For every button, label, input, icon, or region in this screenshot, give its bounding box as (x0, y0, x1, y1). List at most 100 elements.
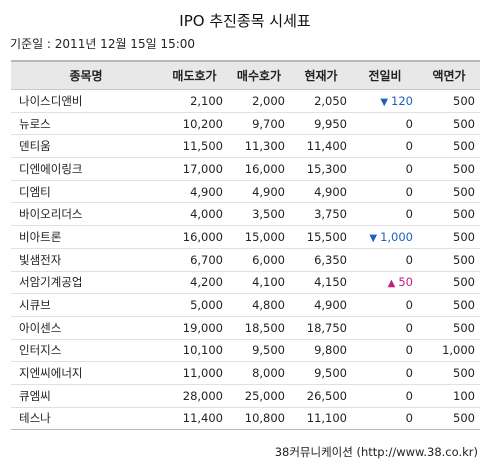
stock-name: 아이센스 (11, 316, 161, 340)
price-change-value: 1,000 (380, 229, 413, 244)
price-change: 0 (352, 316, 418, 340)
price-change: 0 (352, 112, 418, 136)
table-header-row: 종목명 매도호가 매수호가 현재가 전일비 액면가 (11, 62, 480, 90)
current-price: 9,800 (290, 339, 352, 363)
stock-name: 빛샘전자 (11, 248, 161, 272)
table-row: 테스나 11,400 10,800 11,100 0 500 (11, 407, 480, 429)
price-change: ▼ 1,000 (352, 225, 418, 249)
table-row: 바이오리더스 4,000 3,500 3,750 0 500 (11, 202, 480, 227)
bid-price: 15,000 (228, 225, 290, 249)
bid-price: 16,000 (228, 157, 290, 181)
current-price: 26,500 (290, 384, 352, 408)
ipo-price-table: 종목명 매도호가 매수호가 현재가 전일비 액면가 나이스디앤비 2,100 2,0… (11, 62, 480, 429)
ask-price: 11,500 (161, 134, 228, 159)
current-price: 11,400 (290, 134, 352, 159)
bid-price: 4,800 (228, 293, 290, 317)
table-row: 큐엠씨 28,000 25,000 26,500 0 100 (11, 384, 480, 408)
par-value: 100 (418, 384, 480, 408)
table-row: 비아트론 16,000 15,000 15,500 ▼ 1,000 500 (11, 225, 480, 249)
ask-price: 10,200 (161, 112, 228, 136)
table-row: 디엠티 4,900 4,900 4,900 0 500 (11, 180, 480, 204)
col-header-price: 현재가 (290, 62, 352, 90)
ask-price: 11,000 (161, 361, 228, 385)
stock-name: 디엠티 (11, 180, 161, 204)
price-change: 0 (352, 202, 418, 227)
ask-price: 4,000 (161, 202, 228, 227)
down-triangle-icon: ▼ (380, 96, 389, 108)
stock-name: 디엔에이링크 (11, 157, 161, 181)
table-row: 시큐브 5,000 4,800 4,900 0 500 (11, 293, 480, 317)
price-change-value: 120 (391, 93, 413, 108)
stock-name: 서암기계공업 (11, 271, 161, 295)
stock-name: 인터지스 (11, 339, 161, 363)
bid-price: 8,000 (228, 361, 290, 385)
col-header-par: 액면가 (418, 62, 480, 90)
current-price: 15,500 (290, 225, 352, 249)
down-triangle-icon: ▼ (369, 232, 378, 244)
par-value: 500 (418, 89, 480, 113)
ask-price: 11,400 (182, 411, 223, 426)
stock-name: 지엔씨에너지 (11, 361, 161, 385)
table-row: 서암기계공업 4,200 4,100 4,150 ▲ 50 500 (11, 271, 480, 295)
table-row: 인터지스 10,100 9,500 9,800 0 1,000 (11, 339, 480, 363)
col-header-change: 전일비 (352, 62, 418, 90)
price-change: 0 (352, 157, 418, 181)
table-row: 디엔에이링크 17,000 16,000 15,300 0 500 (11, 157, 480, 181)
current-price: 18,750 (290, 316, 352, 340)
current-price: 15,300 (290, 157, 352, 181)
bid-price: 10,800 (244, 411, 285, 426)
current-price: 9,500 (290, 361, 352, 385)
table-row: 아이센스 19,000 18,500 18,750 0 500 (11, 316, 480, 340)
par-value: 500 (418, 293, 480, 317)
price-change: ▼ 120 (352, 89, 418, 113)
par-value: 500 (418, 112, 480, 136)
par-value: 500 (418, 202, 480, 227)
price-change: 0 (352, 384, 418, 408)
stock-name: 바이오리더스 (11, 202, 161, 227)
ask-price: 19,000 (161, 316, 228, 340)
stock-name: 비아트론 (11, 225, 161, 249)
col-header-bid: 매수호가 (228, 62, 290, 90)
price-change: 0 (352, 248, 418, 272)
page-title: IPO 추진종목 시세표 (179, 12, 311, 30)
par-value: 500 (418, 316, 480, 340)
current-price: 4,150 (290, 271, 352, 295)
ask-price: 5,000 (161, 293, 228, 317)
up-triangle-icon: ▲ (387, 278, 396, 290)
bid-price: 4,100 (228, 271, 290, 295)
col-header-name: 종목명 (11, 62, 161, 90)
bid-price: 3,500 (228, 202, 290, 227)
table-row: 덴티움 11,500 11,300 11,400 0 500 (11, 134, 480, 159)
par-value: 500 (418, 248, 480, 272)
stock-name: 덴티움 (11, 134, 161, 159)
current-price: 11,100 (306, 411, 347, 426)
par-value: 500 (418, 157, 480, 181)
price-change: ▲ 50 (352, 271, 418, 295)
current-price: 6,350 (290, 248, 352, 272)
price-change: 0 (352, 293, 418, 317)
bid-price: 2,000 (228, 89, 290, 113)
ask-price: 17,000 (161, 157, 228, 181)
table-body: 나이스디앤비 2,100 2,000 2,050 ▼ 120 500 뉴로스 10,200 9,7… (11, 89, 480, 430)
bid-price: 4,900 (228, 180, 290, 204)
ask-price: 4,900 (161, 180, 228, 204)
par-value: 500 (453, 411, 475, 426)
table-row: 지엔씨에너지 11,000 8,000 9,500 0 500 (11, 361, 480, 385)
par-value: 500 (418, 225, 480, 249)
ask-price: 6,700 (161, 248, 228, 272)
ask-price: 2,100 (161, 89, 228, 113)
price-table-container: 종목명 매도호가 매수호가 현재가 전일비 액면가 나이스디앤비 2,100 2,0… (11, 60, 480, 431)
current-price: 2,050 (290, 89, 352, 113)
par-value: 500 (418, 180, 480, 204)
ask-price: 16,000 (161, 225, 228, 249)
price-change-value: 50 (398, 275, 413, 290)
par-value: 500 (418, 134, 480, 159)
bid-price: 9,700 (228, 112, 290, 136)
bid-price: 11,300 (228, 134, 290, 159)
table-row: 나이스디앤비 2,100 2,000 2,050 ▼ 120 500 (11, 89, 480, 113)
stock-name: 큐엠씨 (11, 384, 161, 408)
bid-price: 18,500 (228, 316, 290, 340)
par-value: 1,000 (418, 339, 480, 363)
ask-price: 28,000 (161, 384, 228, 408)
bid-price: 9,500 (228, 339, 290, 363)
